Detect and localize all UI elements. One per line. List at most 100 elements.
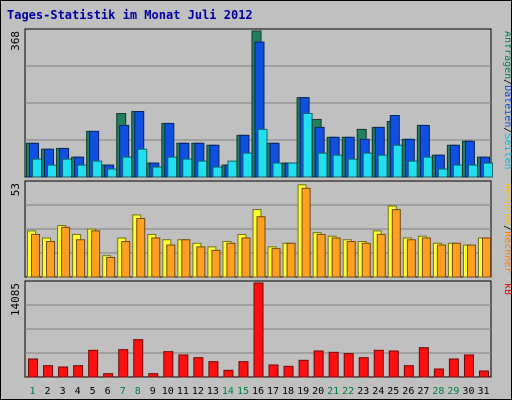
bar-top-seiten-day-26 xyxy=(407,160,418,178)
bar-top-seiten-day-14 xyxy=(227,160,238,178)
panel-mid-side-label: Besuche/Rechner xyxy=(502,183,511,273)
bar-mid-rechner-day-27 xyxy=(421,237,431,278)
x-tick-label-day-25: 25 xyxy=(387,386,399,397)
bar-mid-rechner-day-15 xyxy=(241,237,251,278)
panel-mid-side-label-part: / xyxy=(502,225,511,231)
bar-top-seiten-day-9 xyxy=(152,166,163,178)
bar-top-seiten-day-25 xyxy=(392,144,403,178)
bar-bot-kb-day-24 xyxy=(373,349,384,378)
x-tick-label-day-24: 24 xyxy=(372,386,384,397)
bar-top-seiten-day-21 xyxy=(332,154,343,178)
bar-bot-kb-day-3 xyxy=(58,366,69,378)
bar-top-seiten-day-31 xyxy=(482,162,493,178)
bar-mid-rechner-day-29 xyxy=(451,242,461,278)
bar-bot-kb-day-5 xyxy=(88,349,99,378)
bar-bot-kb-day-18 xyxy=(283,365,294,378)
bar-top-seiten-day-30 xyxy=(467,164,478,178)
x-tick-label-day-18: 18 xyxy=(282,386,294,397)
bar-bot-kb-day-31 xyxy=(478,370,489,378)
x-tick-label-day-28: 28 xyxy=(432,386,444,397)
bar-mid-rechner-day-5 xyxy=(91,230,101,278)
bar-mid-rechner-day-19 xyxy=(301,187,311,278)
bar-bot-kb-day-19 xyxy=(298,359,309,378)
bar-mid-rechner-day-7 xyxy=(121,241,131,278)
x-tick-label-day-16: 16 xyxy=(252,386,264,397)
bar-bot-kb-day-21 xyxy=(328,351,339,378)
x-tick-label-day-15: 15 xyxy=(237,386,249,397)
bar-bot-kb-day-14 xyxy=(223,369,234,378)
bar-top-seiten-day-7 xyxy=(122,156,133,178)
bar-top-seiten-day-6 xyxy=(107,168,118,178)
x-tick-label-day-22: 22 xyxy=(342,386,354,397)
bar-mid-rechner-day-24 xyxy=(376,233,386,278)
bar-bot-kb-day-26 xyxy=(403,365,414,378)
bar-top-seiten-day-27 xyxy=(422,156,433,178)
bar-mid-rechner-day-1 xyxy=(31,233,41,278)
bar-bot-kb-day-12 xyxy=(193,357,204,378)
bar-top-seiten-day-13 xyxy=(212,166,223,178)
bar-top-seiten-day-17 xyxy=(272,162,283,178)
x-tick-label-day-30: 30 xyxy=(462,386,474,397)
x-tick-label-day-1: 1 xyxy=(30,386,36,397)
x-tick-label-day-14: 14 xyxy=(222,386,234,397)
panel-bot-side-label: kB xyxy=(502,283,511,295)
x-tick-label-day-20: 20 xyxy=(312,386,324,397)
bar-top-seiten-day-22 xyxy=(347,158,358,178)
x-tick-label-day-13: 13 xyxy=(207,386,219,397)
x-tick-label-day-27: 27 xyxy=(417,386,429,397)
bar-mid-rechner-day-14 xyxy=(226,242,236,278)
x-tick-label-day-11: 11 xyxy=(177,386,189,397)
bar-bot-kb-day-1 xyxy=(28,358,39,378)
bar-mid-rechner-day-28 xyxy=(436,244,446,278)
bar-mid-rechner-day-21 xyxy=(331,237,341,278)
panel-top-side-label-part: Seiten xyxy=(502,133,511,169)
x-tick-label-day-12: 12 xyxy=(192,386,204,397)
bar-bot-kb-day-20 xyxy=(313,350,324,378)
panel-mid-ymax-label: 53 xyxy=(9,183,22,196)
x-tick-label-day-10: 10 xyxy=(162,386,174,397)
bar-bot-kb-day-2 xyxy=(43,365,54,378)
x-tick-label-day-4: 4 xyxy=(75,386,81,397)
panel-top-side-label-part: / xyxy=(502,127,511,133)
bar-bot-kb-day-22 xyxy=(343,353,354,378)
bar-top-seiten-day-2 xyxy=(47,164,58,178)
bar-bot-kb-day-17 xyxy=(268,364,279,378)
bar-bot-kb-day-28 xyxy=(433,368,444,378)
bar-bot-kb-day-15 xyxy=(238,361,249,378)
bar-bot-kb-day-25 xyxy=(388,350,399,378)
bar-bot-kb-day-6 xyxy=(103,373,114,378)
x-tick-label-day-9: 9 xyxy=(150,386,156,397)
bar-mid-rechner-day-9 xyxy=(151,237,161,278)
bar-mid-rechner-day-2 xyxy=(46,241,56,278)
bar-mid-rechner-day-20 xyxy=(316,233,326,278)
x-tick-label-day-2: 2 xyxy=(45,386,51,397)
x-tick-label-day-26: 26 xyxy=(402,386,414,397)
bar-mid-rechner-day-26 xyxy=(406,239,416,278)
x-tick-label-day-19: 19 xyxy=(297,386,309,397)
bar-top-seiten-day-15 xyxy=(242,152,253,178)
panel-top-side-label-part: Dateien xyxy=(502,85,511,127)
panel-top-side-label-part: Anfragen xyxy=(502,31,511,79)
bar-mid-rechner-day-23 xyxy=(361,242,371,278)
bar-bot-kb-day-23 xyxy=(358,357,369,378)
bar-top-seiten-day-3 xyxy=(62,158,73,178)
bar-bot-kb-day-29 xyxy=(448,358,459,378)
bar-bot-kb-day-30 xyxy=(463,354,474,378)
x-tick-label-day-31: 31 xyxy=(477,386,489,397)
panel-bot-side-label-part: kB xyxy=(502,283,511,295)
x-tick-label-day-3: 3 xyxy=(60,386,66,397)
bar-bot-kb-day-13 xyxy=(208,361,219,378)
bar-mid-rechner-day-18 xyxy=(286,242,296,278)
x-tick-label-day-6: 6 xyxy=(105,386,111,397)
bar-top-seiten-day-28 xyxy=(437,168,448,178)
panel-top-side-label-part: / xyxy=(502,79,511,85)
bar-top-seiten-day-23 xyxy=(362,152,373,178)
bar-top-seiten-day-16 xyxy=(257,128,268,178)
bar-mid-rechner-day-13 xyxy=(211,249,221,278)
bar-bot-kb-day-10 xyxy=(163,351,174,378)
bar-top-seiten-day-8 xyxy=(137,148,148,178)
bar-mid-rechner-day-4 xyxy=(76,239,86,278)
bar-bot-kb-day-27 xyxy=(418,347,429,378)
x-tick-label-day-21: 21 xyxy=(327,386,339,397)
